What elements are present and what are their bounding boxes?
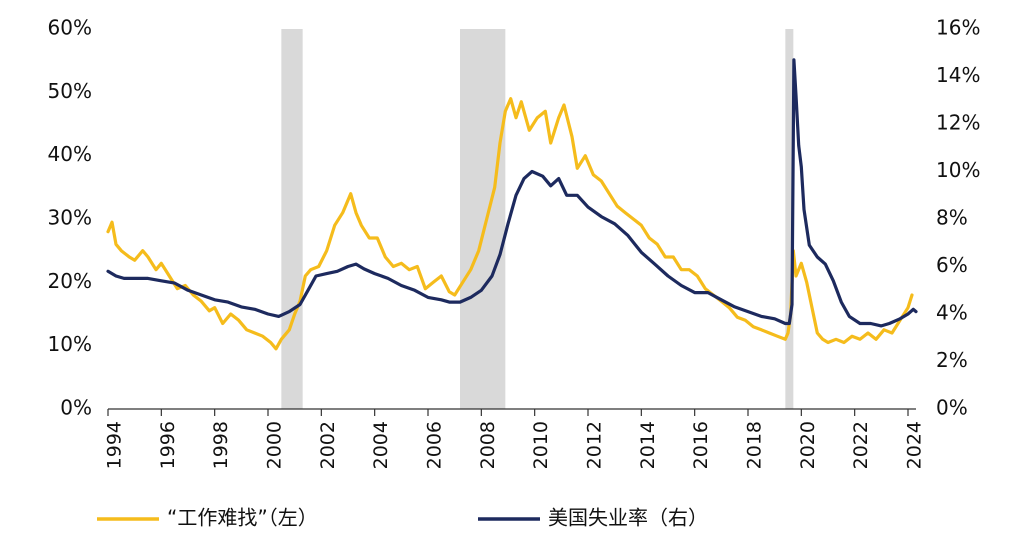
- x-tick-label: 2020: [797, 421, 819, 469]
- x-tick-label: 2006: [424, 421, 446, 469]
- x-tick-label: 1998: [210, 421, 232, 469]
- y-right-tick-label: 12%: [936, 111, 980, 135]
- legend: “工作难找”（左） 美国失业率（右）: [97, 506, 708, 530]
- x-tick-label: 2000: [264, 421, 286, 469]
- recession-band-1: [460, 29, 506, 409]
- series-line-unemployment-rate: [106, 58, 918, 328]
- y-left-tick-label: 30%: [48, 206, 92, 230]
- x-tick-label: 1996: [157, 421, 179, 469]
- y-left-tick-label: 50%: [48, 79, 92, 103]
- y-left-tick-label: 20%: [48, 269, 92, 293]
- x-tick-label: 2014: [637, 421, 659, 469]
- y-axis-right-tick-labels: 0% 2% 4% 6% 8% 10% 12% 14% 16%: [936, 16, 980, 420]
- y-right-tick-label: 10%: [936, 158, 980, 182]
- x-tick-label: 2004: [370, 421, 392, 469]
- y-right-tick-label: 2%: [936, 348, 968, 372]
- y-left-tick-label: 10%: [48, 332, 92, 356]
- series-lines: [106, 58, 918, 351]
- x-tick-label: 2002: [317, 421, 339, 469]
- x-tick-label: 2010: [530, 421, 552, 469]
- x-tick-label: 2022: [850, 421, 872, 469]
- y-right-tick-label: 0%: [936, 396, 968, 420]
- y-right-tick-label: 8%: [936, 206, 968, 230]
- axes: [107, 408, 916, 416]
- recession-band-0: [281, 29, 303, 409]
- y-right-tick-label: 16%: [936, 16, 980, 40]
- x-tick-label: 2024: [904, 421, 926, 469]
- recession-band-2: [785, 29, 794, 409]
- y-left-tick-label: 60%: [48, 16, 92, 40]
- x-axis-tick-labels: 1994 1996 1998 2000 2002 2004 2006 2008 2010 2012…: [104, 421, 926, 469]
- x-tick-label: 1994: [104, 421, 126, 469]
- y-axis-left-tick-labels: 0% 10% 20% 30% 40% 50% 60%: [48, 16, 92, 420]
- x-tick-label: 2018: [744, 421, 766, 469]
- legend-label: 美国失业率（右）: [548, 506, 708, 530]
- x-tick-label: 2016: [690, 421, 712, 469]
- y-right-tick-label: 14%: [936, 63, 980, 87]
- y-right-tick-label: 4%: [936, 301, 968, 325]
- y-left-tick-label: 0%: [60, 396, 92, 420]
- legend-label: “工作难找”（左）: [167, 506, 318, 530]
- y-right-tick-label: 6%: [936, 253, 968, 277]
- y-left-tick-label: 40%: [48, 142, 92, 166]
- x-tick-label: 2008: [477, 421, 499, 469]
- x-tick-label: 2012: [584, 421, 606, 469]
